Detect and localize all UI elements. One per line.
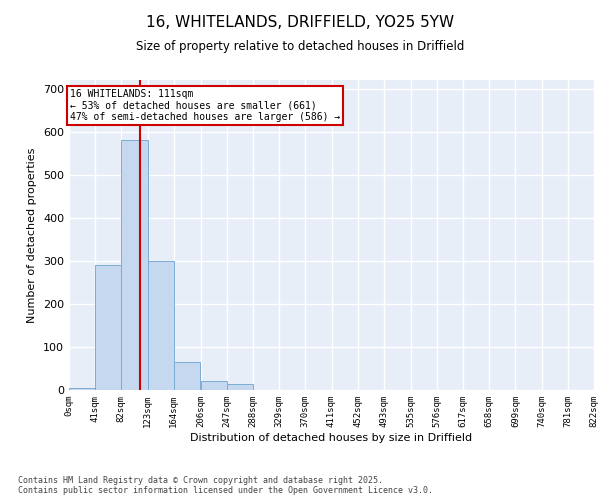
Bar <box>69 388 95 390</box>
Bar <box>227 384 253 390</box>
Bar <box>148 261 174 390</box>
Text: 16, WHITELANDS, DRIFFIELD, YO25 5YW: 16, WHITELANDS, DRIFFIELD, YO25 5YW <box>146 15 454 30</box>
Text: 16 WHITELANDS: 111sqm
← 53% of detached houses are smaller (661)
47% of semi-det: 16 WHITELANDS: 111sqm ← 53% of detached … <box>70 88 341 122</box>
Bar <box>174 362 200 390</box>
Text: Size of property relative to detached houses in Driffield: Size of property relative to detached ho… <box>136 40 464 53</box>
X-axis label: Distribution of detached houses by size in Driffield: Distribution of detached houses by size … <box>190 432 473 442</box>
Bar <box>121 140 148 390</box>
Y-axis label: Number of detached properties: Number of detached properties <box>28 148 37 322</box>
Text: Contains HM Land Registry data © Crown copyright and database right 2025.
Contai: Contains HM Land Registry data © Crown c… <box>18 476 433 495</box>
Bar <box>95 265 121 390</box>
Bar <box>200 382 227 390</box>
